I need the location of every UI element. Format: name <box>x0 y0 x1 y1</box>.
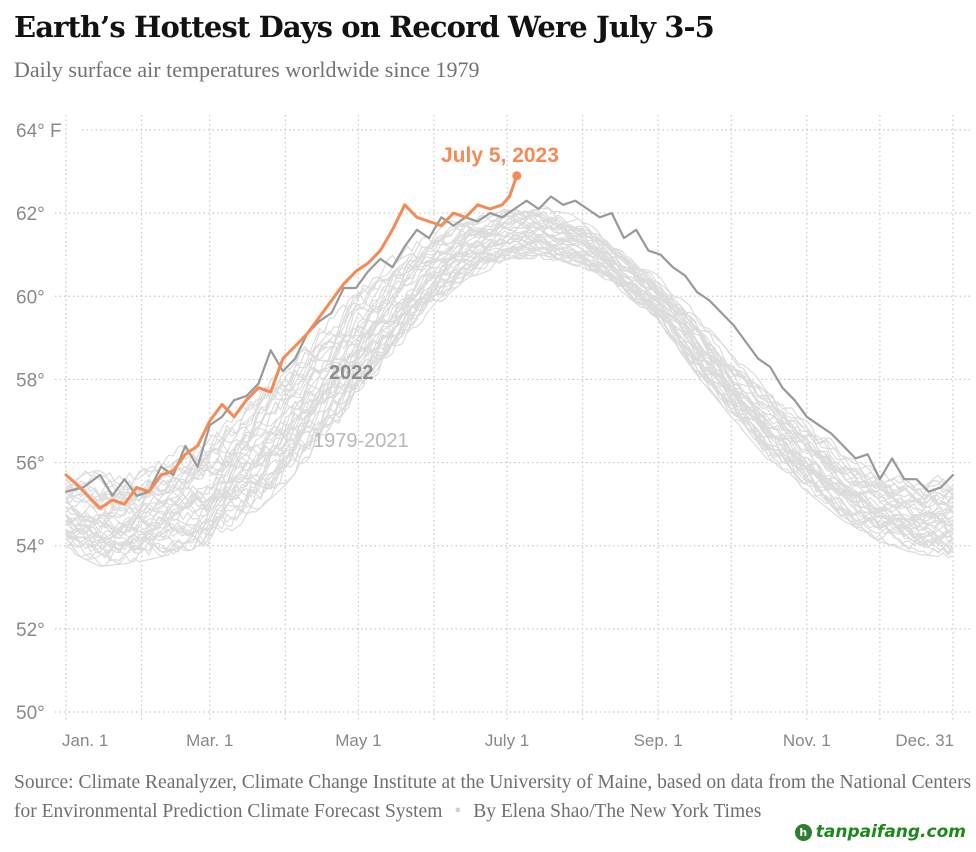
series-line-historical <box>65 215 954 528</box>
series-line-2023 <box>64 174 519 510</box>
y-axis: 64° F 62° 60° 58° 56° 54° 52° 50° <box>16 121 62 724</box>
watermark: h tanpaifang.com <box>794 822 966 842</box>
y-tick-label: 64° F <box>16 121 62 142</box>
watermark-text: tanpaifang.com <box>815 822 966 842</box>
series-line-historical <box>65 210 954 501</box>
annotations: July 5, 2023 2022 1979-2021 <box>313 144 559 452</box>
y-tick-label: 58° <box>16 370 45 391</box>
leaf-logo-icon: h <box>794 823 812 841</box>
series-line-historical <box>65 207 954 505</box>
y-tick-label: 54° <box>16 537 45 558</box>
series-line-historical <box>65 251 954 559</box>
series-1979-2021 <box>65 205 954 568</box>
x-tick-label: Mar. 1 <box>186 731 233 750</box>
chart-title: Earth’s Hottest Days on Record Were July… <box>14 10 715 44</box>
x-tick-label: Sep. 1 <box>634 731 683 750</box>
x-tick-label: Nov. 1 <box>783 731 831 750</box>
series-line-historical <box>65 209 954 508</box>
x-tick-label: Jan. 1 <box>62 731 108 750</box>
chart-subtitle: Daily surface air temperatures worldwide… <box>14 57 480 82</box>
y-tick-label: 62° <box>16 204 45 225</box>
series-line-historical <box>65 220 954 512</box>
series-line-historical <box>65 240 954 559</box>
series-line-2022 <box>64 195 955 497</box>
series-2023 <box>64 171 522 510</box>
chart: 64° F 62° 60° 58° 56° 54° 52° 50° Jan. 1 Mar. 1 M… <box>16 115 972 750</box>
series-line-historical <box>65 232 954 530</box>
series-line-historical <box>65 250 954 568</box>
annotation-2023: July 5, 2023 <box>441 144 559 167</box>
series-line-historical <box>65 227 954 541</box>
x-tick-label: May 1 <box>335 731 381 750</box>
source-text: Source: Climate Reanalyzer, Climate Chan… <box>14 772 972 822</box>
series-line-historical <box>65 236 954 553</box>
source-note: Source: Climate Reanalyzer, Climate Chan… <box>14 768 974 826</box>
series-line-historical <box>65 228 954 539</box>
series-line-historical <box>65 252 954 557</box>
end-marker-dot <box>512 171 522 181</box>
byline: By Elena Shao/The New York Times <box>473 801 762 822</box>
x-tick-label: July 1 <box>485 731 529 750</box>
y-tick-label: 50° <box>16 703 45 724</box>
series-line-historical <box>65 236 954 540</box>
x-axis: Jan. 1 Mar. 1 May 1 July 1 Sep. 1 Nov. 1 Dec. … <box>62 731 954 750</box>
series-line-historical <box>65 248 954 554</box>
y-tick-label: 52° <box>16 620 45 641</box>
y-tick-label: 60° <box>16 287 45 308</box>
x-tick-label: Dec. 31 <box>895 731 954 750</box>
y-tick-label: 56° <box>16 454 45 475</box>
series-line-historical <box>65 212 954 503</box>
series-line-historical <box>65 217 954 509</box>
series-line-historical <box>65 245 954 552</box>
annotation-1979-2021: 1979-2021 <box>313 430 409 452</box>
gridlines <box>55 115 972 722</box>
series-line-historical <box>65 225 954 523</box>
series-line-historical <box>65 241 954 552</box>
separator-dot: • <box>454 801 462 822</box>
annotation-2022: 2022 <box>329 362 374 384</box>
